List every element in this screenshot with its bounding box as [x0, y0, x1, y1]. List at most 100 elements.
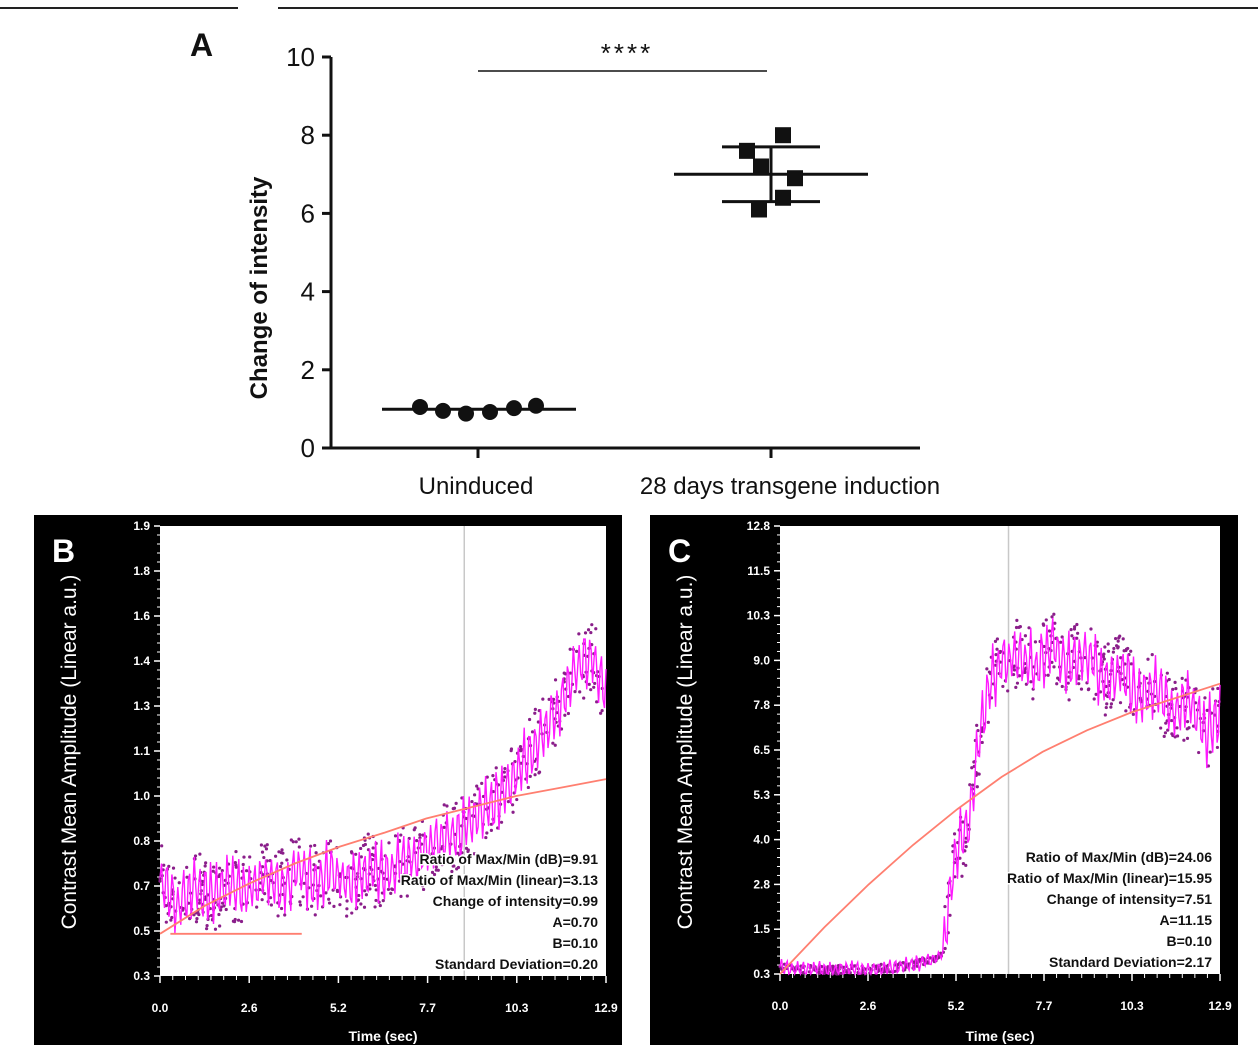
panel-b-annotation: B=0.10: [552, 935, 598, 951]
panel-a-point: [506, 400, 522, 417]
panel-b-sample-point: [503, 766, 507, 771]
panel-c-sample-point: [1047, 629, 1052, 633]
panel-b-sample-point: [239, 919, 244, 924]
panel-b-sample-point: [345, 907, 349, 911]
panel-b-sample-point: [489, 828, 493, 833]
panel-c-y-axis-label: Contrast Mean Amplitude (Linear a.u.): [674, 575, 697, 930]
panel-b-sample-point: [494, 766, 498, 770]
panel-c-y-tick-label: 10.3: [747, 609, 771, 623]
panel-c-sample-point: [1023, 634, 1028, 638]
panel-b-sample-point: [590, 623, 594, 627]
panel-c-sample-point: [1050, 615, 1054, 619]
panel-b-y-axis-label: Contrast Mean Amplitude (Linear a.u.): [58, 575, 81, 930]
panel-b-sample-point: [234, 865, 238, 869]
panel-c-sample-point: [1124, 709, 1128, 713]
panel-c-sample-point: [1175, 726, 1179, 730]
panel-a-point: [739, 142, 755, 159]
panel-c-sample-point: [779, 967, 783, 971]
panel-c-sample-point: [1031, 697, 1035, 701]
panel-c-sample-point: [1129, 649, 1133, 653]
panel-c-y-tick-label: 0.3: [753, 967, 770, 981]
panel-b-sample-point: [485, 775, 489, 779]
panel-b-x-tick-label: 0.0: [152, 1001, 169, 1015]
panel-b-sample-point: [195, 917, 199, 921]
panel-a-point: [458, 405, 474, 422]
panel-b-sample-point: [217, 866, 222, 870]
panel-c-sample-point: [1208, 750, 1212, 754]
panel-c-x-tick-label: 7.7: [1036, 999, 1053, 1013]
panel-c-sample-point: [1070, 634, 1074, 638]
panel-c-sample-point: [1119, 656, 1123, 660]
panel-b-sample-point: [547, 697, 551, 701]
panel-c-sample-point: [1012, 672, 1016, 677]
panel-b-sample-point: [541, 697, 545, 701]
panel-b-sample-point: [326, 842, 331, 846]
panel-a-point: [751, 201, 767, 218]
panel-b-sample-point: [298, 903, 303, 907]
panel-b-sample-point: [345, 914, 349, 918]
panel-b-sample-point: [200, 882, 204, 887]
panel-c-sample-point: [1116, 639, 1120, 643]
panel-b-sample-point: [328, 839, 333, 843]
panel-b: B Contrast Mean Amplitude (Linear a.u.) …: [34, 515, 622, 1045]
panel-b-sample-point: [489, 822, 493, 826]
panel-c-sample-point: [1027, 626, 1031, 630]
panel-c-sample-point: [1092, 697, 1096, 701]
panel-b-sample-point: [201, 879, 205, 884]
panel-b-sample-point: [442, 803, 446, 807]
panel-b-sample-point: [503, 775, 507, 779]
panel-c-sample-point: [1106, 649, 1111, 653]
panel-b-sample-point: [217, 912, 221, 917]
panel-b-sample-point: [421, 887, 426, 892]
panel-b-sample-point: [589, 688, 593, 692]
panel-b-sample-point: [327, 901, 332, 905]
panel-c-sample-point: [1053, 621, 1057, 625]
panel-c-sample-point: [995, 637, 1000, 641]
panel-b-sample-point: [528, 774, 532, 779]
panel-a-point: [775, 189, 791, 206]
panel-b-sample-point: [563, 713, 567, 717]
panel-c-sample-point: [1150, 653, 1154, 657]
panel-b-sample-point: [220, 901, 225, 905]
panel-b-sample-point: [283, 913, 287, 917]
panel-c-y-tick-label: 6.5: [753, 743, 770, 757]
panel-c-sample-point: [1131, 712, 1135, 716]
panel-a-point: [435, 402, 451, 419]
panel-b-sample-point: [442, 825, 446, 830]
panel-b-sample-point: [374, 898, 378, 903]
panel-c-sample-point: [1205, 708, 1209, 712]
panel-b-sample-point: [264, 847, 269, 851]
panel-a-y-tick-label: 10: [286, 42, 315, 72]
panel-c-sample-point: [995, 647, 999, 651]
panel-b-sample-point: [209, 913, 214, 918]
panel-a-x-tick-label: 28 days transgene induction: [640, 473, 940, 500]
panel-c-sample-point: [1185, 727, 1189, 731]
panel-b-annotation: Ratio of Max/Min (linear)=3.13: [401, 872, 598, 888]
panel-b-sample-point: [217, 874, 221, 879]
panel-a-y-tick-label: 4: [301, 277, 315, 307]
panel-b-sample-point: [502, 770, 506, 774]
panel-b-sample-point: [285, 858, 289, 862]
panel-c-sample-point: [1118, 701, 1123, 705]
panel-b-sample-point: [553, 743, 557, 747]
panel-b-sample-point: [170, 915, 174, 920]
panel-c-sample-point: [1041, 622, 1045, 626]
significance-stars: ****: [601, 38, 653, 68]
panel-c-sample-point: [1211, 687, 1215, 691]
panel-b-sample-point: [327, 897, 331, 901]
panel-b-y-tick-label: 0.8: [133, 834, 150, 848]
panel-c-sample-point: [1102, 657, 1106, 661]
panel-b-sample-point: [301, 895, 305, 899]
panel-c-sample-point: [1069, 628, 1073, 632]
panel-c-y-tick-label: 9.0: [753, 653, 770, 667]
panel-b-sample-point: [338, 903, 342, 907]
panel-c-sample-point: [1033, 640, 1038, 644]
panel-b-sample-point: [198, 852, 202, 856]
panel-c-sample-point: [1073, 625, 1077, 629]
panel-b-sample-point: [411, 881, 415, 885]
panel-b-sample-point: [568, 647, 572, 651]
panel-b-sample-point: [324, 891, 328, 895]
panel-c-x-tick-label: 0.0: [772, 999, 789, 1013]
panel-c-sample-point: [1170, 718, 1174, 723]
panel-c: C Contrast Mean Amplitude (Linear a.u.) …: [650, 515, 1238, 1045]
